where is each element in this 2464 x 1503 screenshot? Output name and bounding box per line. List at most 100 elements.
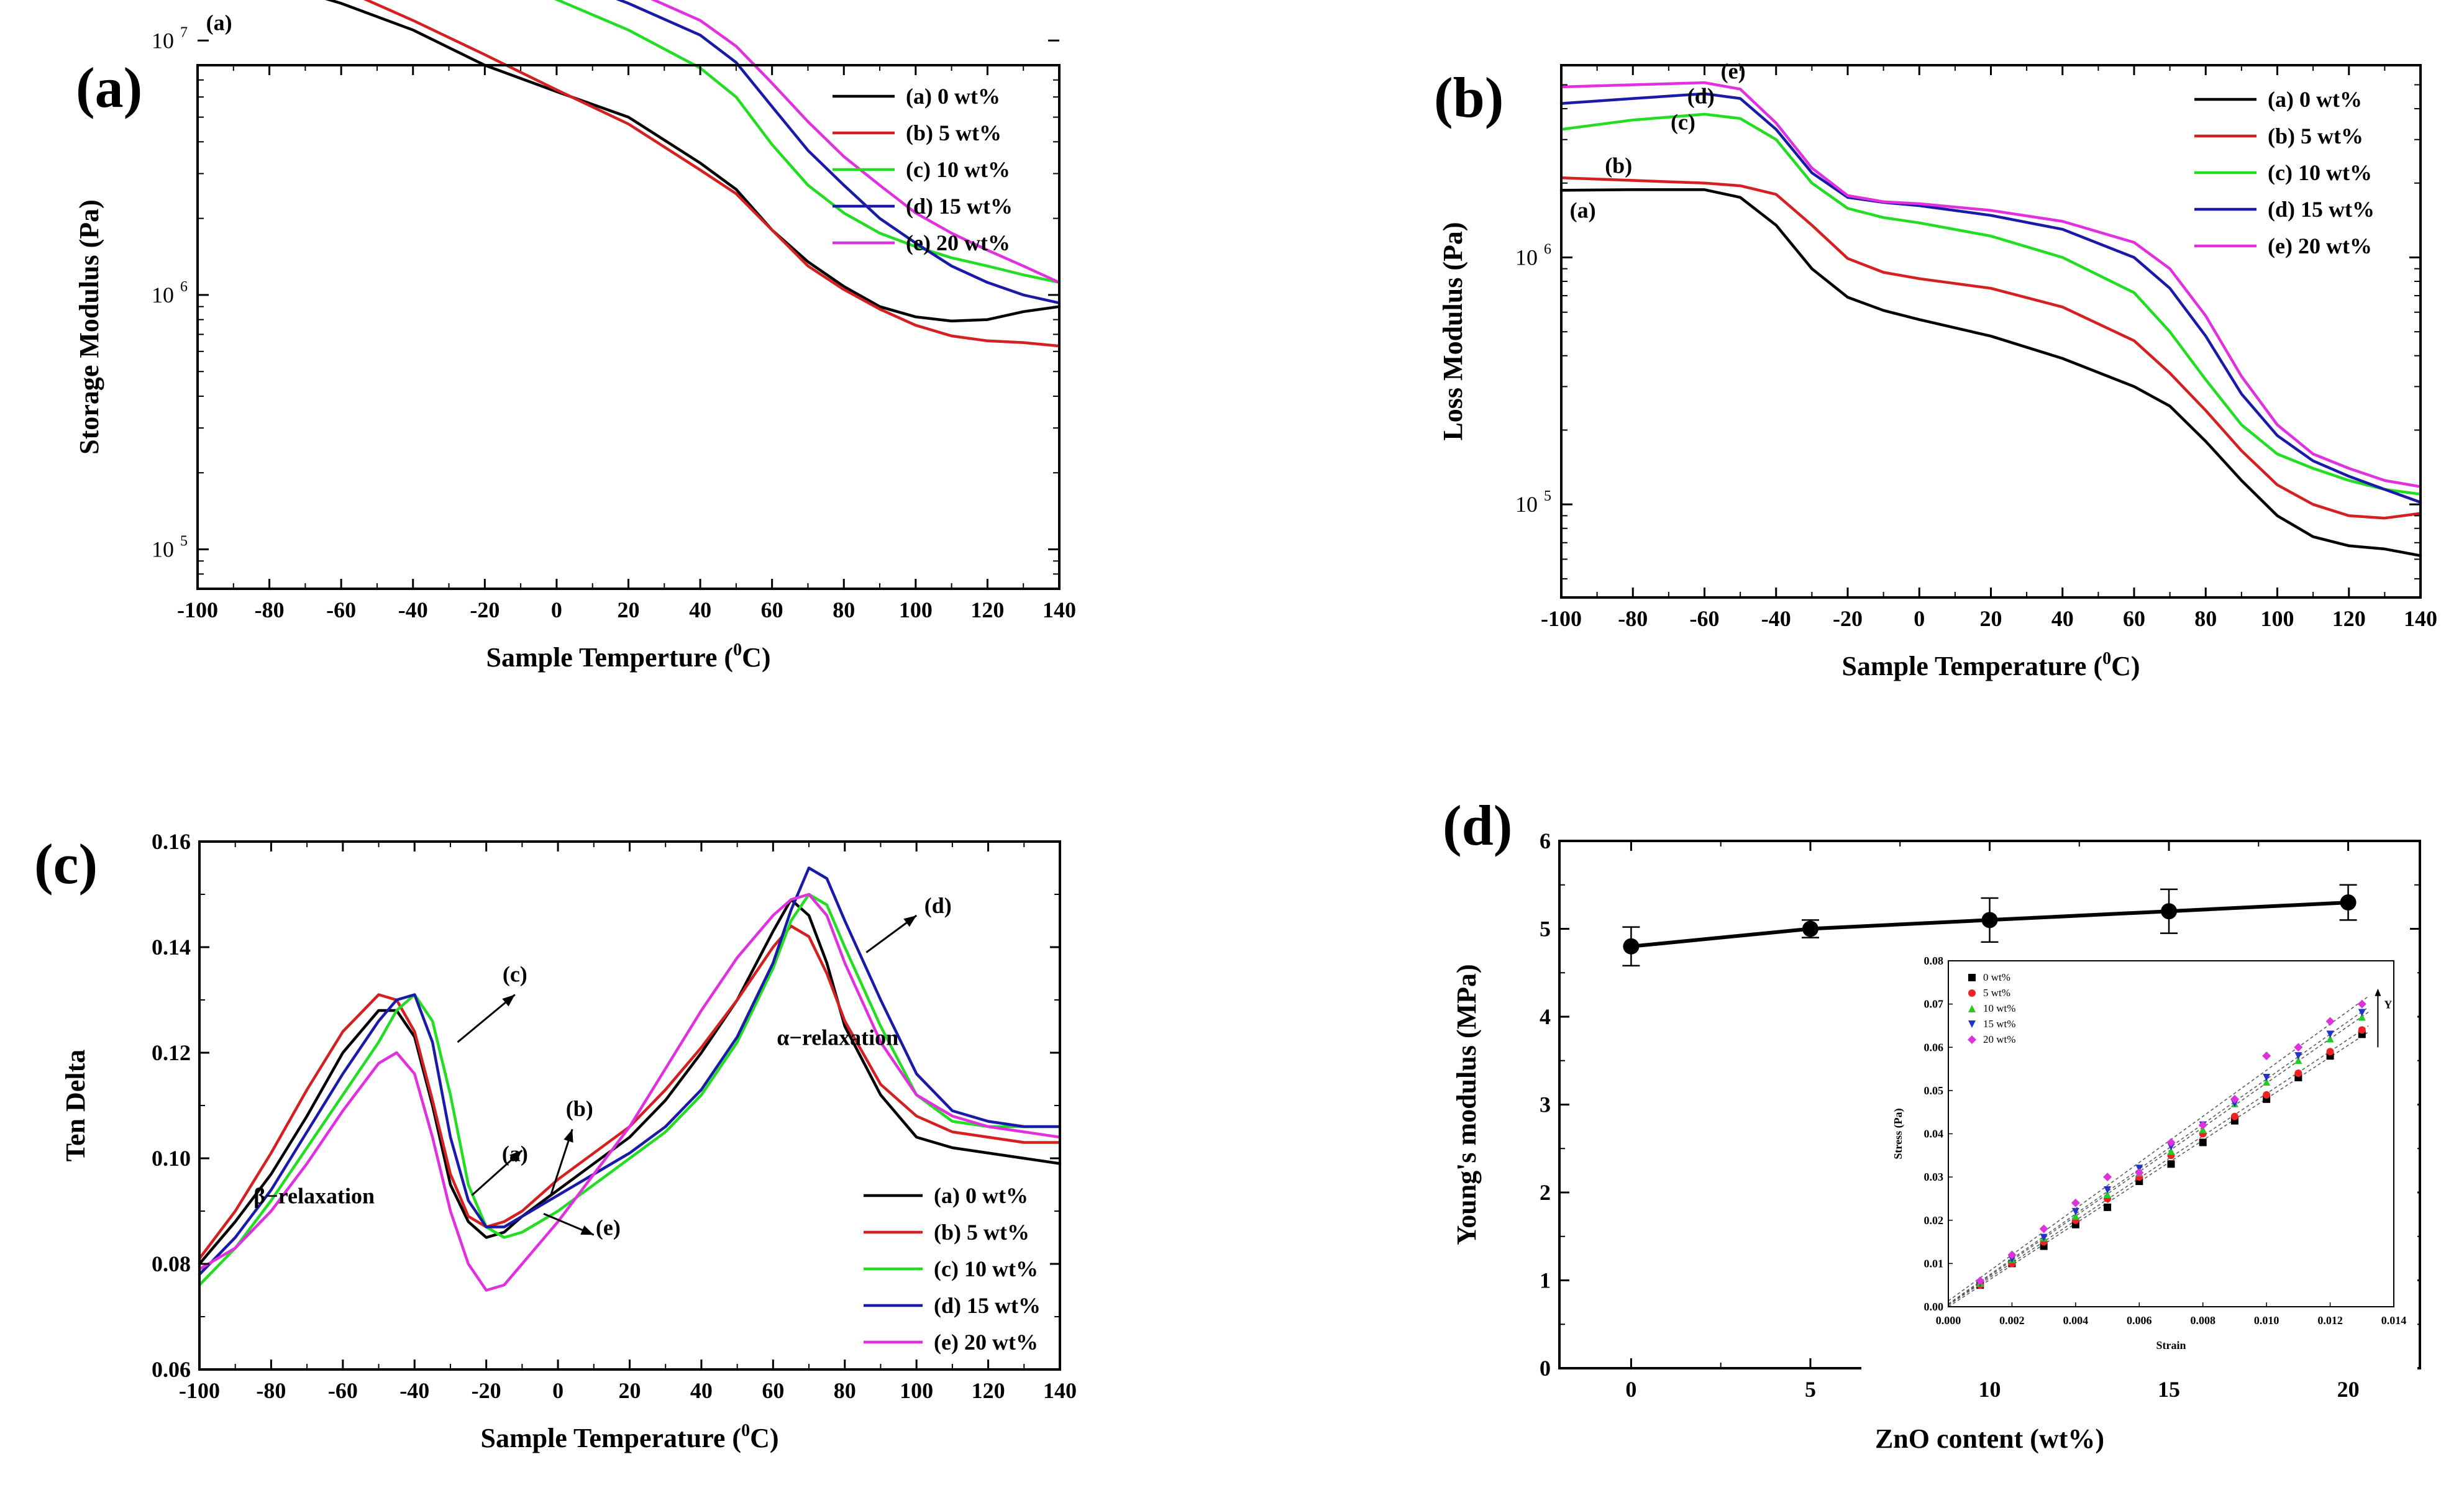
panel-b-y-tick-exponent: 5 (1544, 488, 1551, 504)
panel-b-series-2-line (1559, 176, 2422, 520)
panel-d-inset-arrow-head (2375, 988, 2381, 996)
panel-d-inset-x-tick-label: 0.014 (2381, 1314, 2407, 1327)
panel-c-annotation: (c) (503, 961, 527, 986)
panel-d-inset-series-5-point (2325, 1017, 2335, 1026)
panel-d-data-point (1623, 938, 1640, 955)
panel-c-annotation-arrow-head (509, 1150, 522, 1163)
panel-b-x-tick-label: -100 (1541, 606, 1582, 631)
panel-d-inset-legend-marker (1968, 1005, 1976, 1012)
panel-d-inset-y-tick-label: 0.05 (1924, 1084, 1944, 1097)
panel-c-annotation: β−relaxation (253, 1183, 375, 1208)
panel-c-y-tick-label: 0.14 (152, 935, 191, 960)
panel-c-x-tick-label: -100 (179, 1378, 220, 1403)
panel-d-x-tick-label: 15 (2158, 1377, 2180, 1402)
panel-d-inset-legend-marker (1968, 974, 1976, 981)
panel-b-x-tick-label: -60 (1690, 606, 1720, 631)
panel-d-y-tick-label: 1 (1540, 1268, 1551, 1293)
panel-b-y-tick-label: 10 (1515, 245, 1538, 270)
panel-d-x-tick-label: 0 (1625, 1377, 1636, 1402)
panel-b-y-axis-label: Loss Modulus (Pa) (1438, 222, 1468, 440)
panel-c-annotation-arrow-head (903, 915, 917, 927)
panel-a-legend-label: (c) 10 wt% (906, 157, 1010, 182)
panel-a-x-tick-label: 120 (970, 597, 1004, 622)
panel-c-x-tick-label: 120 (972, 1378, 1005, 1403)
panel-c-y-tick-label: 0.12 (152, 1040, 191, 1065)
panel-c-legend-label: (d) 15 wt% (934, 1293, 1041, 1318)
panel-d-y-axis-label: Young's modulus (MPa) (1451, 964, 1482, 1245)
panel-d-inset-series-4-point (2294, 1052, 2302, 1060)
panel-c-legend-label: (b) 5 wt% (934, 1220, 1029, 1245)
panel-a-x-axis-label-text: Sample Temperture ( (486, 642, 733, 673)
panel-d-data-point (1981, 912, 1998, 929)
panel-d-inset-series-3-point (2071, 1212, 2079, 1220)
panel-a-x-tick-label: -60 (326, 597, 356, 622)
panel-d-inset-series-5-point (2198, 1120, 2207, 1130)
panel-d-inset-x-tick-label: 0.012 (2317, 1314, 2343, 1327)
panel-c-legend-label: (a) 0 wt% (934, 1183, 1028, 1208)
panel-d-inset-legend-marker (1968, 1035, 1976, 1044)
panel-c-annotation: (b) (566, 1096, 593, 1121)
panel-d-inset-series-5-point (2071, 1198, 2080, 1207)
panel-d-y-tick-label: 4 (1540, 1004, 1551, 1029)
panel-a-x-tick-label: 100 (899, 597, 933, 622)
panel-d-inset-y-tick-label: 0.02 (1924, 1214, 1944, 1227)
panel-d-inset-series-4-point (2326, 1030, 2334, 1038)
panel-a-y-tick-label: 10 (152, 283, 174, 307)
panel-a-y-tick-label: 10 (152, 28, 174, 53)
panel-d-inset-series-2-point (2230, 1112, 2238, 1120)
panel-d-inset-series-2-point (2358, 1026, 2366, 1034)
panel-c-annotation-arrow-head (580, 1225, 594, 1235)
panel-b-x-tick-label: -20 (1833, 606, 1863, 631)
panel-c-annotation: (a) (502, 1141, 528, 1166)
panel-d-inset-y-tick-label: 0.04 (1924, 1128, 1944, 1140)
panel-b-annotation: (a) (1570, 198, 1596, 222)
panel-d-inset-x-tick-label: 0.002 (1999, 1314, 2025, 1327)
panel-c-x-axis-label-unit: C) (750, 1423, 778, 1453)
panel-d-inset-series-4-point (2104, 1186, 2112, 1194)
panel-d-data-point (1802, 920, 1818, 937)
panel-c-x-tick-label: 100 (900, 1378, 933, 1403)
panel-d-inset-series-3-point (2294, 1056, 2302, 1065)
panel-c-annotation: (d) (924, 893, 952, 918)
panel-d-inset-y-tick-label: 0.06 (1924, 1041, 1944, 1053)
panel-d-inset-series-5-point (2262, 1051, 2271, 1061)
panel-c-x-tick-label: -40 (399, 1378, 429, 1403)
panel-a-y-tick-label: 10 (152, 537, 174, 562)
panel-b-annotation: (e) (1721, 58, 1746, 83)
panel-d-inset-series-3-point (2326, 1035, 2334, 1043)
panel-b-x-tick-label: -80 (1618, 606, 1648, 631)
panel-d-inset-y-tick-label: 0.08 (1924, 955, 1944, 967)
panel-c-x-tick-label: -80 (256, 1378, 286, 1403)
panel-a-x-axis-label-sup: 0 (733, 640, 742, 660)
panel-a-legend-label: (a) 0 wt% (906, 84, 1000, 109)
panel-a-x-tick-label: 80 (833, 597, 855, 622)
panel-a-y-tick-exponent: 5 (180, 534, 188, 550)
panel-b-x-axis-label-unit: C) (2111, 651, 2140, 681)
panel-a-annotation: (a) (206, 10, 232, 35)
panel-d-y-tick-label: 0 (1540, 1356, 1551, 1381)
panel-c-x-tick-label: 60 (762, 1378, 784, 1403)
panel-d-inset-series-4-point (2263, 1073, 2271, 1081)
panel-a-x-axis-label-unit: C) (742, 642, 770, 673)
panel-d-inset-x-tick-label: 0.004 (2063, 1314, 2089, 1327)
panel-b-x-tick-label: 80 (2194, 606, 2217, 631)
panel-d-inset-y-tick-label: 0.03 (1924, 1171, 1944, 1183)
panel-d-inset-x-tick-label: 0.010 (2254, 1314, 2279, 1327)
panel-a-x-tick-label: 40 (689, 597, 711, 622)
panel-c-x-axis-label: Sample Temperature (0C) (480, 1421, 778, 1453)
panel-d-inset-series-2-point (2294, 1069, 2302, 1078)
panel-b-legend-label: (c) 10 wt% (2268, 160, 2372, 185)
panel-c-x-tick-label: 80 (834, 1378, 856, 1403)
panel-d-inset-series-5-point (2103, 1173, 2112, 1182)
panel-d-inset-y-tick-label: 0.01 (1924, 1257, 1944, 1269)
panel-c-series-5-line (198, 892, 1062, 1292)
panel-d-y-tick-label: 2 (1540, 1180, 1551, 1205)
panel-d-y-tick-label: 5 (1540, 917, 1551, 942)
panel-d-label: (d) (1443, 794, 1512, 857)
panel-b-series-3-line (1559, 112, 2422, 496)
panel-d-inset-series-2-point (2326, 1048, 2334, 1056)
panel-d-x-tick-label: 20 (2337, 1377, 2360, 1402)
panel-d-inset-legend-label: 15 wt% (1983, 1018, 2015, 1030)
